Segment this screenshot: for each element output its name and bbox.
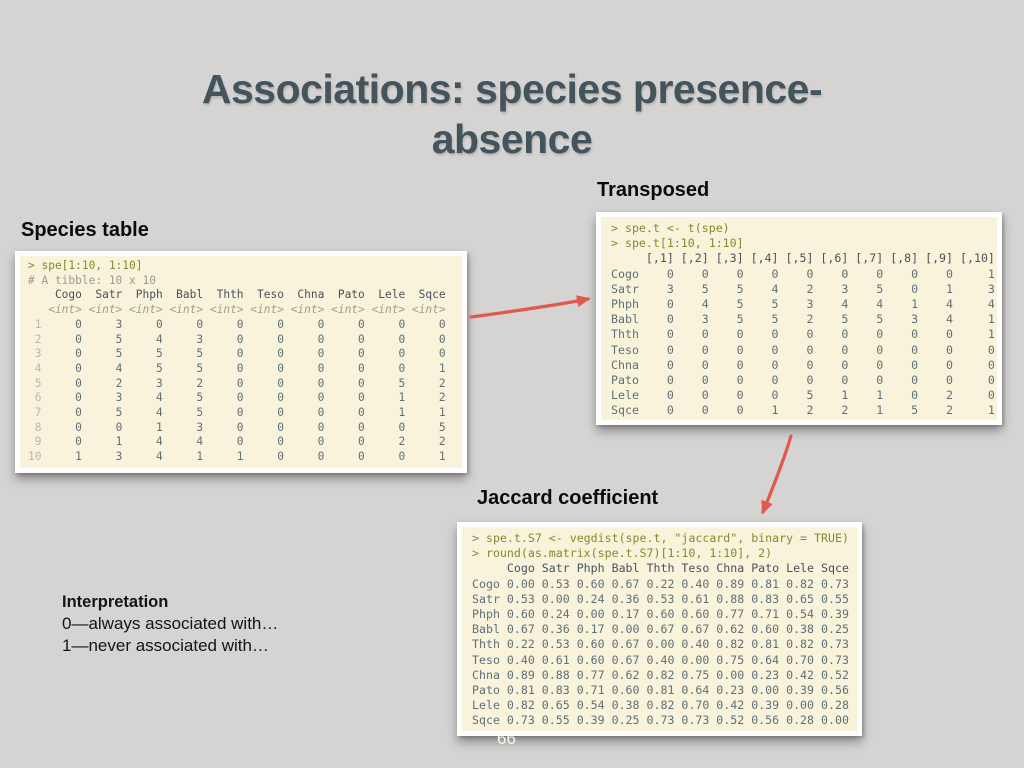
table-row: 5 0 2 3 2 0 0 0 0 5 2 (28, 376, 446, 390)
slide-title-line-2: absence (431, 116, 593, 162)
table-row: Cogo 0.00 0.53 0.60 0.67 0.22 0.40 0.89 … (472, 576, 849, 591)
table-row: Babl 0 3 5 5 2 5 5 3 4 1 (611, 312, 995, 327)
console-line: > spe.t <- t(spe) (611, 221, 730, 235)
table-row: Cogo 0 0 0 0 0 0 0 0 0 1 (611, 266, 995, 281)
table-row: 3 0 5 5 5 0 0 0 0 0 0 (28, 347, 446, 361)
interpretation-line: 1—never associated with… (62, 636, 269, 655)
console-line: > spe.t.S7 <- vegdist(spe.t, "jaccard", … (472, 531, 849, 545)
table-row: 1 0 3 0 0 0 0 0 0 0 0 (28, 317, 446, 331)
arrow-species-to-transposed (469, 295, 591, 319)
console-line: [,1] [,2] [,3] [,4] [,5] [,6] [,7] [,8] … (611, 251, 995, 266)
console-line: Cogo Satr Phph Babl Thth Teso Chna Pato … (28, 288, 446, 302)
jaccard-console: > spe.t.S7 <- vegdist(spe.t, "jaccard", … (457, 522, 862, 736)
species-table-label: Species table (21, 219, 149, 241)
arrow-transposed-to-jaccard (761, 434, 793, 515)
table-row: Thth 0.22 0.53 0.60 0.67 0.00 0.40 0.82 … (472, 637, 849, 652)
table-row: 6 0 3 4 5 0 0 0 0 1 2 (28, 391, 446, 405)
page-number: 66 (497, 729, 516, 748)
table-row: Thth 0 0 0 0 0 0 0 0 0 1 (611, 327, 995, 342)
table-row: Chna 0 0 0 0 0 0 0 0 0 0 (611, 357, 995, 372)
interpretation-note: Interpretation 0—always associated with…… (62, 591, 278, 657)
table-row: Sqce 0.73 0.55 0.39 0.25 0.73 0.73 0.52 … (472, 713, 849, 728)
table-row: Lele 0 0 0 0 5 1 1 0 2 0 (611, 388, 995, 403)
table-row: 10 1 3 4 1 1 0 0 0 0 1 (28, 450, 446, 464)
species-table-console: > spe[1:10, 1:10] # A tibble: 10 x 10 Co… (15, 251, 467, 473)
table-row: Teso 0 0 0 0 0 0 0 0 0 0 (611, 342, 995, 357)
table-row: Satr 0.53 0.00 0.24 0.36 0.53 0.61 0.88 … (472, 591, 849, 606)
table-row: Phph 0 4 5 5 3 4 4 1 4 4 (611, 297, 995, 312)
slide-title-line-1: Associations: species presence- (201, 66, 823, 112)
table-row: Sqce 0 0 0 1 2 2 1 5 2 1 (611, 403, 995, 418)
table-row: Lele 0.82 0.65 0.54 0.38 0.82 0.70 0.42 … (472, 698, 849, 713)
console-line: # A tibble: 10 x 10 (28, 273, 156, 287)
console-line: > spe.t[1:10, 1:10] (611, 236, 744, 251)
slide-title: Associations: species presence- absence (0, 64, 1024, 164)
console-line: > spe[1:10, 1:10] (28, 259, 143, 272)
table-row: Pato 0 0 0 0 0 0 0 0 0 0 (611, 373, 995, 388)
console-line: > round(as.matrix(spe.t.S7)[1:10, 1:10],… (472, 546, 773, 561)
jaccard-coefficient-label: Jaccard coefficient (477, 487, 659, 509)
table-row: 7 0 5 4 5 0 0 0 0 1 1 (28, 406, 446, 420)
table-row: Teso 0.40 0.61 0.60 0.67 0.40 0.00 0.75 … (472, 652, 849, 667)
table-row: Babl 0.67 0.36 0.17 0.00 0.67 0.67 0.62 … (472, 622, 849, 637)
console-line: Cogo Satr Phph Babl Thth Teso Chna Pato … (472, 561, 849, 576)
table-row: Chna 0.89 0.88 0.77 0.62 0.82 0.75 0.00 … (472, 667, 849, 682)
table-row: 8 0 0 1 3 0 0 0 0 0 5 (28, 420, 446, 434)
table-row: Satr 3 5 5 4 2 3 5 0 1 3 (611, 281, 995, 296)
interpretation-heading: Interpretation (62, 593, 169, 611)
console-line: <int> <int> <int> <int> <int> <int> <int… (28, 303, 446, 317)
table-row: 4 0 4 5 5 0 0 0 0 0 1 (28, 361, 446, 375)
table-row: 9 0 1 4 4 0 0 0 0 2 2 (28, 435, 446, 449)
table-row: Phph 0.60 0.24 0.00 0.17 0.60 0.60 0.77 … (472, 607, 849, 622)
table-row: 2 0 5 4 3 0 0 0 0 0 0 (28, 332, 446, 346)
interpretation-line: 0—always associated with… (62, 614, 279, 633)
transposed-console: > spe.t <- t(spe) > spe.t[1:10, 1:10] [,… (596, 212, 1002, 425)
table-row: Pato 0.81 0.83 0.71 0.60 0.81 0.64 0.23 … (472, 683, 849, 698)
transposed-label: Transposed (597, 179, 710, 201)
